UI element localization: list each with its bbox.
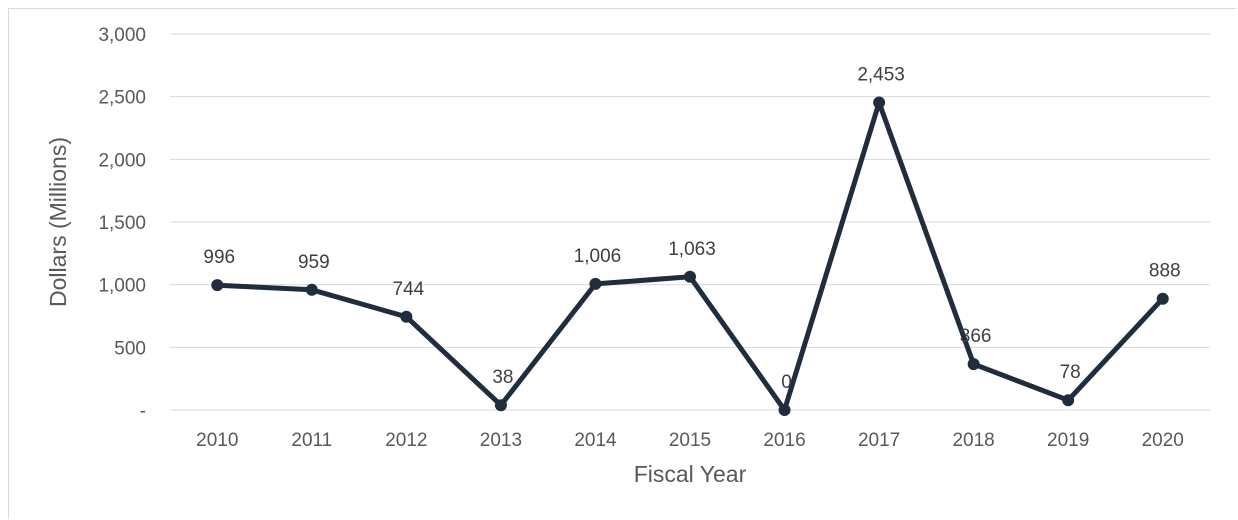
x-tick-label: 2019 [1047, 430, 1089, 451]
chart-frame [8, 8, 1236, 519]
y-tick-label: 1,500 [98, 213, 146, 234]
x-tick-label: 2010 [196, 430, 238, 451]
series-points [211, 96, 1169, 416]
data-label: 366 [960, 326, 992, 347]
data-label: 0 [781, 372, 792, 393]
data-label: 744 [393, 279, 425, 300]
data-point [1156, 292, 1169, 305]
x-tick-label: 2011 [291, 430, 332, 451]
data-label: 888 [1149, 261, 1181, 282]
data-point [778, 404, 791, 416]
data-label: 1,063 [668, 239, 716, 260]
y-tick-label: 500 [114, 338, 146, 359]
data-label: 996 [203, 247, 235, 268]
data-label: 959 [298, 252, 330, 273]
data-point [873, 96, 886, 109]
data-point [589, 277, 602, 290]
gridlines [170, 33, 1210, 411]
data-labels: 996 959 744 38 1,006 1,063 0 2,453 366 78 888 [203, 65, 1180, 393]
x-tick-label: 2015 [669, 430, 711, 451]
y-axis-ticks: - 500 1,000 1,500 2,000 2,500 3,000 [98, 25, 146, 422]
x-tick-label: 2014 [574, 430, 617, 451]
data-label: 78 [1060, 362, 1081, 383]
data-label: 2,453 [857, 65, 905, 86]
data-point [305, 283, 318, 296]
data-point [400, 310, 413, 323]
y-tick-label: 2,500 [98, 88, 146, 109]
y-tick-label: 2,000 [98, 150, 146, 171]
x-tick-label: 2012 [385, 430, 427, 451]
y-tick-label: - [140, 401, 146, 422]
data-point [1062, 394, 1075, 407]
data-label: 1,006 [574, 246, 622, 267]
data-point [494, 399, 507, 412]
y-tick-label: 3,000 [98, 25, 146, 46]
x-tick-label: 2013 [480, 430, 522, 451]
x-tick-label: 2020 [1142, 430, 1184, 451]
x-tick-label: 2017 [858, 430, 900, 451]
data-label: 38 [492, 367, 513, 388]
x-axis-title: Fiscal Year [634, 461, 747, 487]
data-point [967, 358, 980, 371]
y-axis-title: Dollars (Millions) [45, 137, 71, 307]
y-tick-label: 1,000 [98, 276, 146, 297]
data-point [211, 279, 224, 292]
x-axis-ticks: 2010 2011 2012 2013 2014 2015 2016 2017 2018 2019… [196, 430, 1184, 451]
x-tick-label: 2018 [952, 430, 994, 451]
x-tick-label: 2016 [763, 430, 805, 451]
data-point [684, 270, 696, 283]
